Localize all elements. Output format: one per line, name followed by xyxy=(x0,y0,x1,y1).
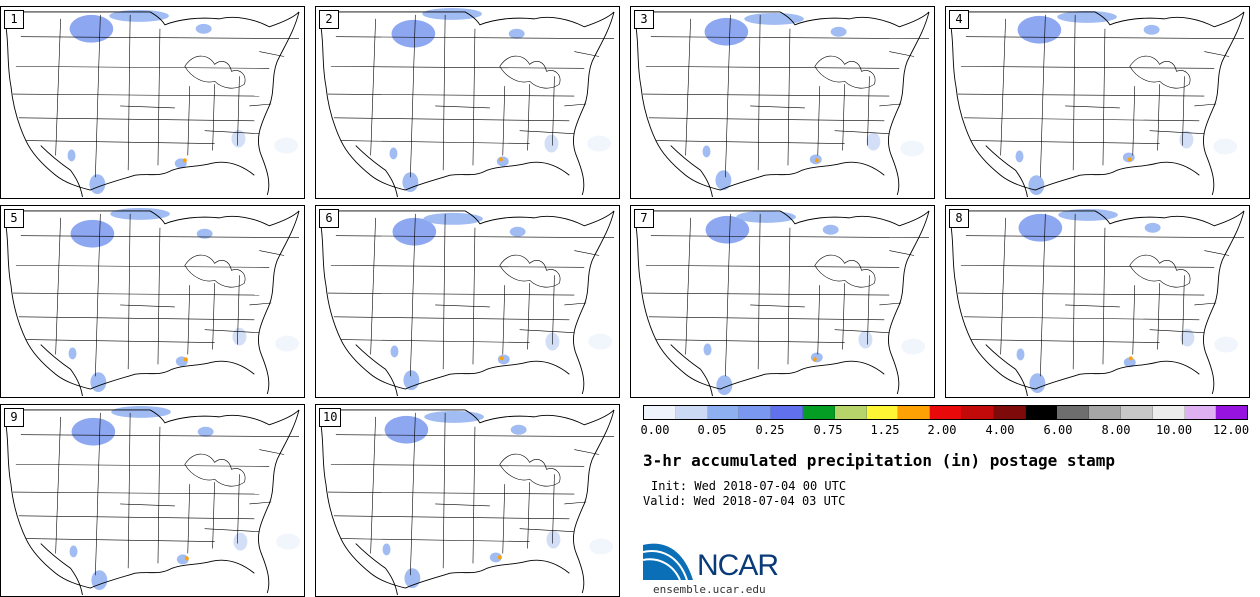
panel-label: 9 xyxy=(4,408,24,427)
map-panel: 8 xyxy=(945,205,1250,398)
colorbar-swatch xyxy=(834,406,867,419)
map-panel: 4 xyxy=(945,6,1250,199)
colorbar-tick-label: 0.00 xyxy=(640,423,670,437)
colorbar-swatch xyxy=(1120,406,1153,419)
colorbar-swatch xyxy=(1057,406,1090,419)
init-time: Init: Wed 2018-07-04 00 UTC xyxy=(651,479,847,493)
colorbar-swatch xyxy=(771,406,803,419)
map-panel: 3 xyxy=(630,6,935,199)
map-panel: 9 xyxy=(0,404,305,597)
map-panel: 6 xyxy=(315,205,620,398)
colorbar-tick-label: 0.05 xyxy=(697,423,727,437)
colorbar-swatch xyxy=(739,406,772,419)
valid-time: Valid: Wed 2018-07-04 03 UTC xyxy=(643,494,846,508)
colorbar-swatch xyxy=(707,406,740,419)
colorbar-tick-label: 0.75 xyxy=(813,423,843,437)
chart-title: 3-hr accumulated precipitation (in) post… xyxy=(643,451,1116,470)
colorbar-swatch xyxy=(1216,406,1248,419)
colorbar-swatch xyxy=(961,406,994,419)
logo-text: NCAR xyxy=(697,549,779,582)
colorbar-swatch xyxy=(644,406,676,419)
panel-label: 7 xyxy=(634,209,654,228)
colorbar-tick-label: 0.25 xyxy=(755,423,785,437)
colorbar-tick-label: 1.25 xyxy=(870,423,900,437)
colorbar-swatch xyxy=(898,406,931,419)
panel-label: 1 xyxy=(4,10,24,29)
colorbar-tick-label: 10.00 xyxy=(1155,423,1193,437)
colorbar-tick-label: 6.00 xyxy=(1043,423,1073,437)
panel-label: 8 xyxy=(949,209,969,228)
panel-label: 2 xyxy=(319,10,339,29)
colorbar-tick-label: 12.00 xyxy=(1212,423,1250,437)
ncar-logo xyxy=(643,543,693,581)
colorbar-swatch xyxy=(1152,406,1185,419)
panel-label: 3 xyxy=(634,10,654,29)
colorbar-swatch xyxy=(1089,406,1121,419)
site-url: ensemble.ucar.edu xyxy=(653,583,766,596)
map-panel: 2 xyxy=(315,6,620,199)
panel-label: 4 xyxy=(949,10,969,29)
panel-label: 5 xyxy=(4,209,24,228)
ncar-logo-swoosh xyxy=(643,543,693,580)
colorbar-swatch xyxy=(1184,406,1217,419)
colorbar-swatch xyxy=(1025,406,1058,419)
colorbar-tick-label: 2.00 xyxy=(927,423,957,437)
map-panel: 7 xyxy=(630,205,935,398)
map-panel: 5 xyxy=(0,205,305,398)
colorbar-swatch xyxy=(802,406,835,419)
colorbar-swatch xyxy=(675,406,708,419)
map-panel: 10 xyxy=(315,404,620,597)
colorbar-tick-label: 8.00 xyxy=(1101,423,1131,437)
colorbar-swatch xyxy=(993,406,1026,419)
map-panel: 1 xyxy=(0,6,305,199)
colorbar-swatch xyxy=(930,406,962,419)
colorbar-swatch xyxy=(866,406,899,419)
panel-label: 6 xyxy=(319,209,339,228)
precip-colorbar xyxy=(643,405,1248,420)
colorbar-tick-label: 4.00 xyxy=(985,423,1015,437)
panel-label: 10 xyxy=(319,408,342,427)
